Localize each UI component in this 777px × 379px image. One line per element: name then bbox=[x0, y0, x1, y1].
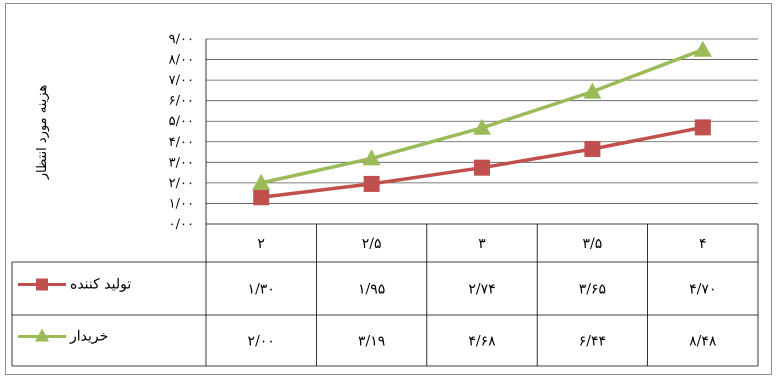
y-tick-label: ۷/۰۰ bbox=[169, 73, 194, 88]
data-table-cell: ۱/۳۰ bbox=[248, 282, 275, 298]
data-table-cell: ۲/۰۰ bbox=[248, 334, 275, 350]
legend-label: تولید کننده bbox=[70, 277, 131, 293]
data-point bbox=[583, 82, 602, 99]
y-tick-label: ۹/۰۰ bbox=[169, 32, 194, 47]
data-table-cell: ۸/۴۸ bbox=[689, 334, 717, 350]
data-point bbox=[362, 149, 381, 166]
y-tick-label: ۶/۰۰ bbox=[169, 94, 194, 109]
chart-frame: هزینه مورد انتظار ۰/۰۰ ۱/۰۰ ۲/۰۰ ۳/۰۰ ۴/۰۰ ۵/… bbox=[5, 3, 772, 375]
legend-marker bbox=[35, 328, 49, 342]
y-tick-label: ۸/۰۰ bbox=[169, 53, 194, 68]
data-table-cell: ۶/۴۴ bbox=[579, 334, 606, 350]
y-tick-label: ۳/۰۰ bbox=[169, 155, 194, 170]
data-table-cell: ۴/۷۰ bbox=[689, 282, 716, 298]
data-point bbox=[584, 140, 601, 157]
y-tick-label: ۲/۰۰ bbox=[169, 176, 194, 191]
x-category-label: ۳ bbox=[478, 236, 486, 252]
y-axis-title: هزینه مورد انتظار bbox=[35, 85, 50, 181]
legend-label: خریدار bbox=[69, 329, 108, 345]
x-category-label: ۴ bbox=[699, 236, 707, 252]
data-point bbox=[252, 173, 271, 190]
data-table-cell: ۱/۹۵ bbox=[358, 282, 385, 298]
data-table-cell: ۲/۷۴ bbox=[468, 282, 495, 298]
line-chart: هزینه مورد انتظار ۰/۰۰ ۱/۰۰ ۲/۰۰ ۳/۰۰ ۴/۰۰ ۵/… bbox=[11, 32, 759, 367]
x-category-label: ۳/۵ bbox=[583, 236, 603, 252]
data-point bbox=[693, 40, 712, 57]
y-tick-label: ۰/۰۰ bbox=[169, 217, 194, 232]
data-point bbox=[363, 175, 380, 192]
x-category-label: ۲ bbox=[257, 236, 265, 252]
data-table-cell: ۳/۱۹ bbox=[358, 334, 385, 350]
data-point bbox=[694, 119, 711, 136]
data-table-cell: ۳/۶۵ bbox=[579, 282, 606, 298]
y-tick-label: ۱/۰۰ bbox=[169, 196, 194, 211]
data-point bbox=[474, 159, 490, 176]
y-tick-label: ۴/۰۰ bbox=[169, 135, 194, 150]
data-point bbox=[253, 189, 270, 206]
legend-marker bbox=[36, 278, 48, 291]
data-point bbox=[473, 118, 491, 135]
y-tick-label: ۵/۰۰ bbox=[169, 114, 194, 129]
data-table-cell: ۴/۶۸ bbox=[468, 334, 496, 350]
x-category-label: ۲/۵ bbox=[362, 236, 382, 252]
